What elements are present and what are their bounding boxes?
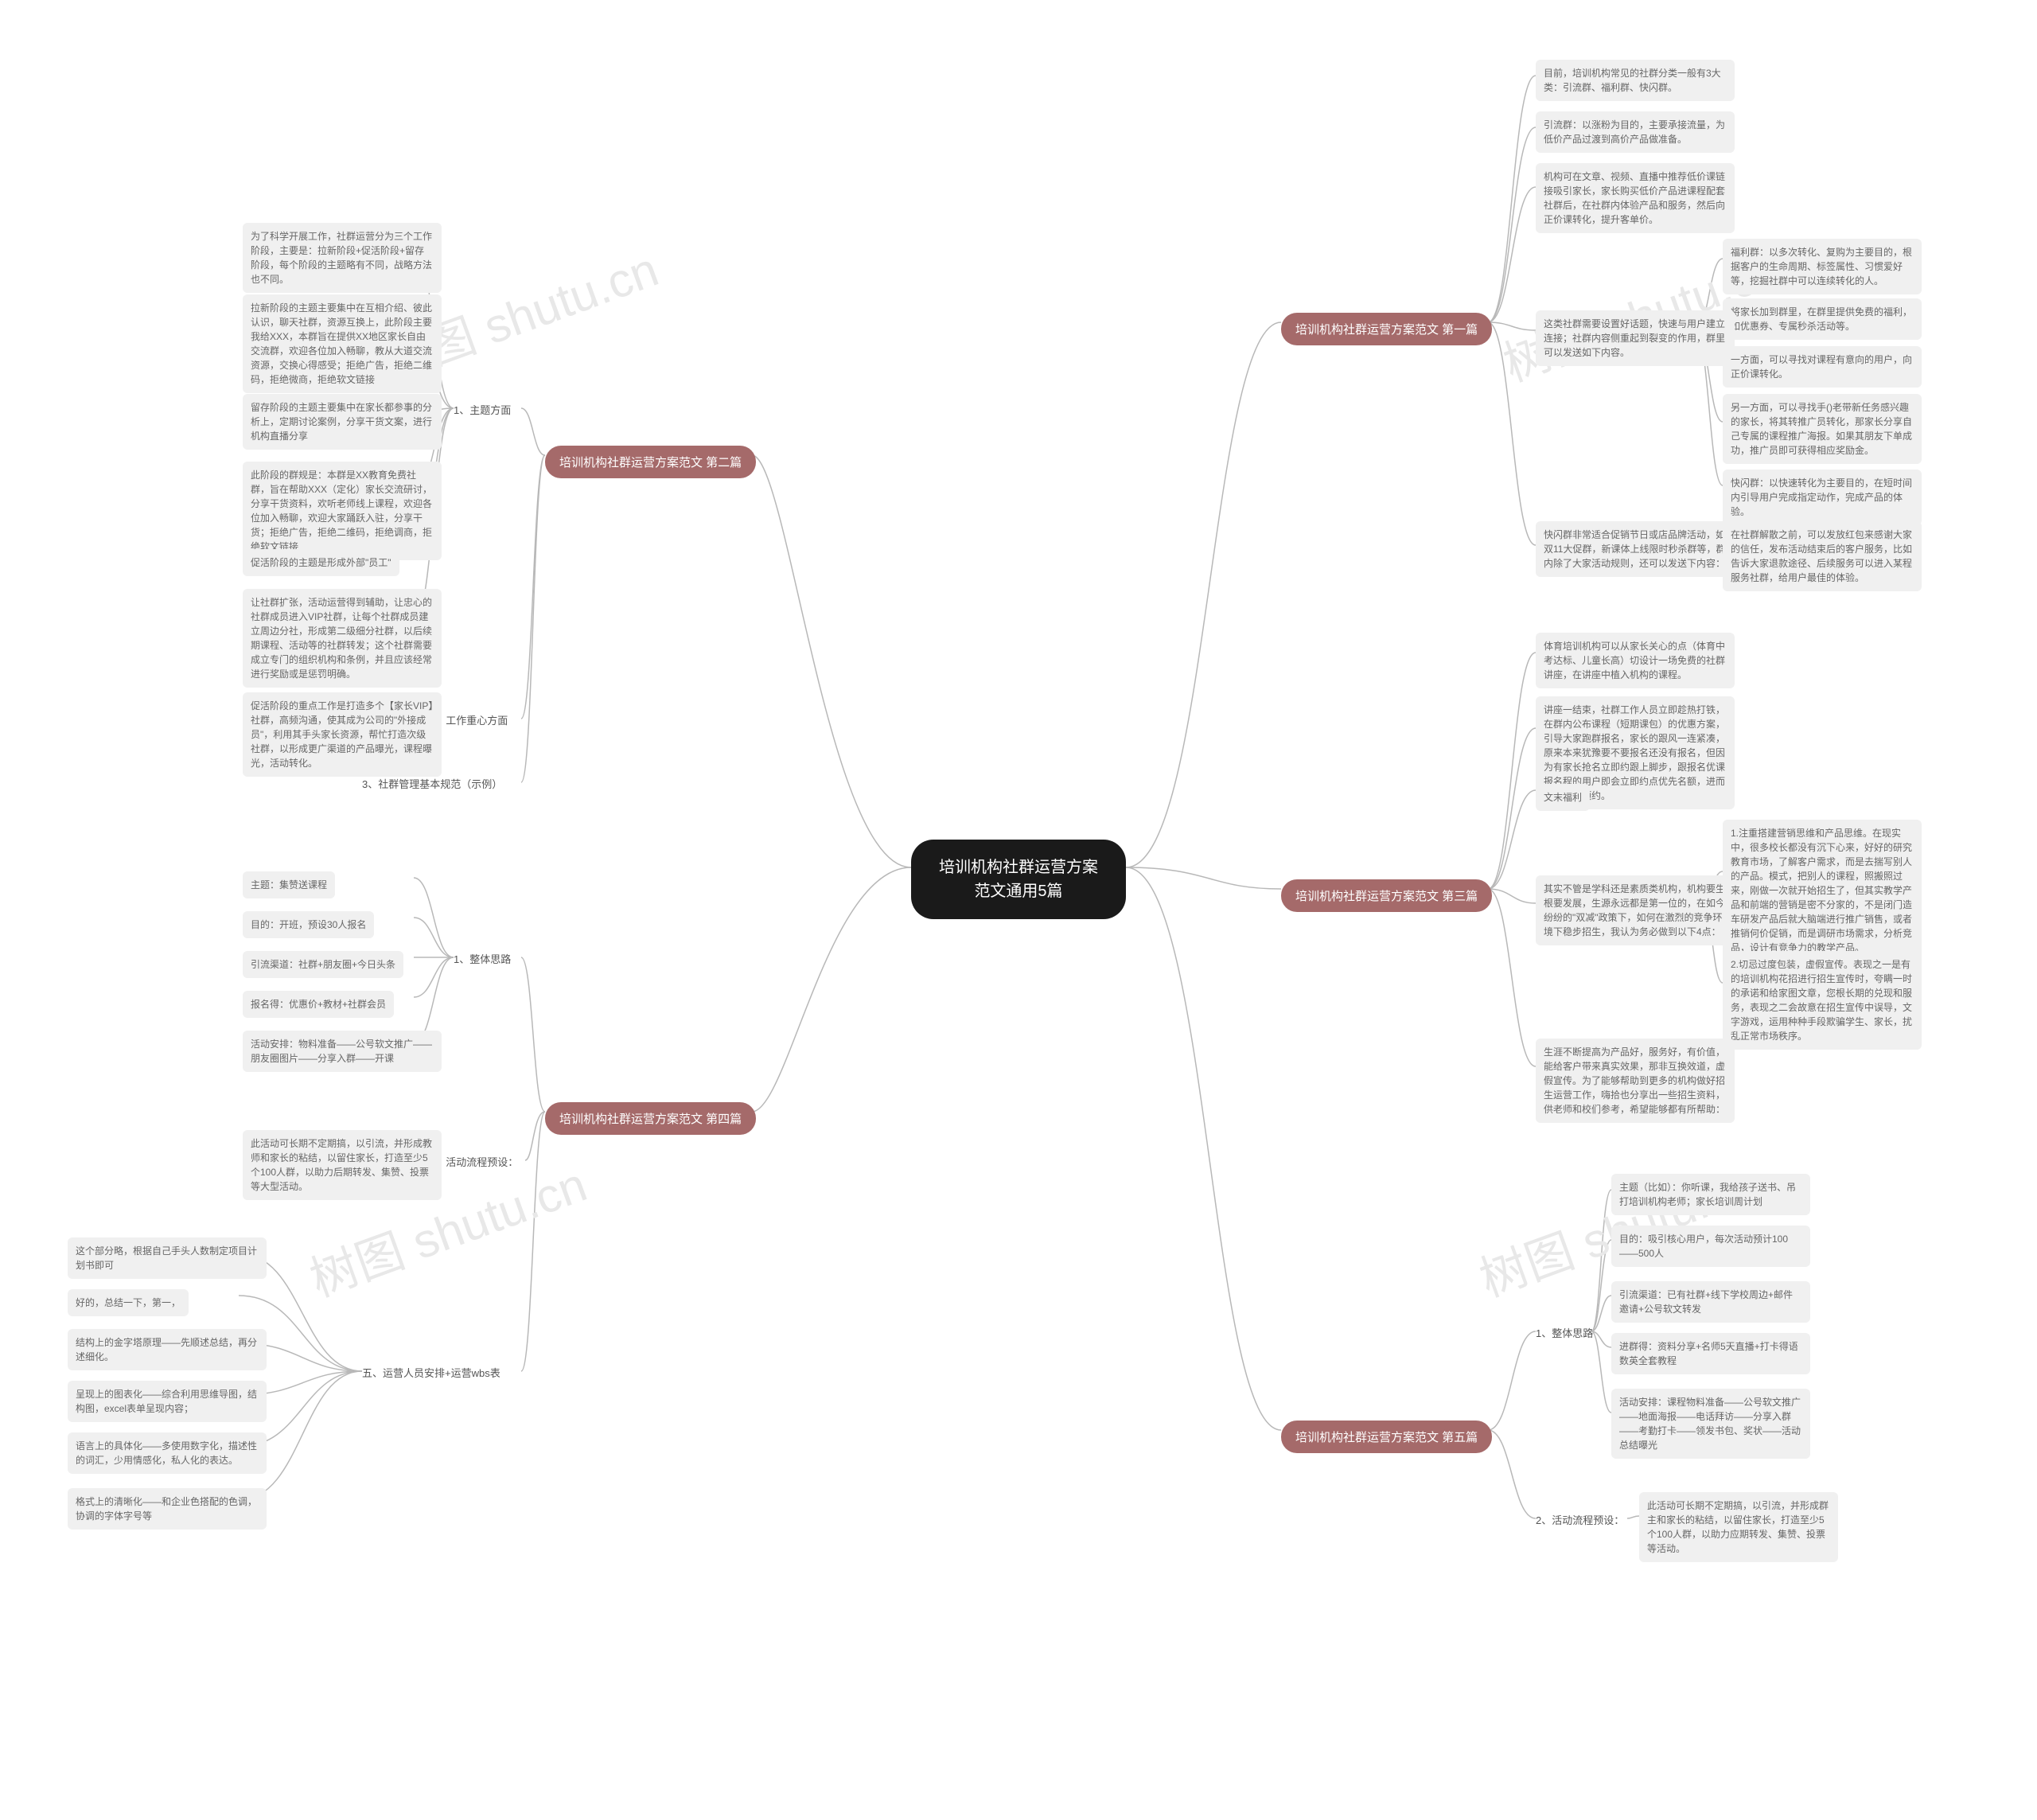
leaf-node: 此活动可长期不定期搞，以引流，并形成教师和家长的粘结，以留住家长，打造至少5个1… (243, 1130, 442, 1200)
leaf-node: 2.切忌过度包装，虚假宣传。表现之一是有的培训机构花招进行招生宣传时，夸瞒一时的… (1723, 951, 1922, 1050)
leaf-node: 一方面，可以寻找对课程有意向的用户，向正价课转化。 (1723, 346, 1922, 388)
sub-label: 3、社群管理基本规范（示例） (362, 776, 502, 791)
leaf-node: 1.注重搭建营销思维和产品思维。在现实中，很多校长都没有沉下心来，好好的研究教育… (1723, 820, 1922, 961)
leaf-node: 促活阶段的主题是形成外部"员工" (243, 549, 399, 576)
leaf-node: 这个部分略，根据自己手头人数制定项目计划书即可 (68, 1237, 267, 1279)
leaf-node: 引流渠道：已有社群+线下学校周边+邮件邀请+公号软文转发 (1611, 1281, 1810, 1323)
leaf-node: 此活动可长期不定期搞，以引流，并形成群主和家长的粘结，以留住家长，打造至少5个1… (1639, 1492, 1838, 1562)
leaf-node: 留存阶段的主题主要集中在家长都参事的分析上，定期讨论案例，分享干货文案，进行机构… (243, 394, 442, 450)
leaf-node: 在社群解散之前，可以发放红包来感谢大家的信任，发布活动结束后的客户服务，比如告诉… (1723, 521, 1922, 591)
leaf-node: 活动安排：课程物料准备——公号软文推广——地面海报——电话拜访——分享入群——考… (1611, 1389, 1810, 1459)
sub-label: 五、运营人员安排+运营wbs表 (362, 1365, 500, 1380)
leaf-node: 目前，培训机构常见的社群分类一般有3大类：引流群、福利群、快闪群。 (1536, 60, 1735, 101)
sub-label: 1、整体思路 (1536, 1325, 1593, 1340)
sub-label: 2、活动流程预设： (430, 1154, 518, 1169)
leaf-node: 让社群扩张，活动运营得到辅助，让忠心的社群成员进入VIP社群，让每个社群成员建立… (243, 589, 442, 688)
leaf-node: 另一方面，可以寻找手()老带新任务感兴趣的家长，将其转推广员转化，那家长分享自己… (1723, 394, 1922, 464)
sub-label: 1、主题方面 (454, 402, 511, 417)
center-node: 培训机构社群运营方案范文通用5篇 (911, 840, 1126, 919)
leaf-node: 引流渠道：社群+朋友圈+今日头条 (243, 951, 403, 978)
leaf-node: 呈现上的图表化——综合利用思维导图，结构图，excel表单呈现内容； (68, 1381, 267, 1422)
leaf-node: 促活阶段的重点工作是打造多个【家长VIP】社群，高频沟通，使其成为公司的"外接成… (243, 692, 442, 777)
leaf-node: 活动安排：物料准备——公号软文推广——朋友圈图片——分享入群——开课 (243, 1031, 442, 1072)
sub-label: 1、整体思路 (454, 951, 511, 966)
branch-node: 培训机构社群运营方案范文 第五篇 (1281, 1421, 1492, 1453)
leaf-node: 进群得：资料分享+名师5天直播+打卡得语数英全套教程 (1611, 1333, 1810, 1374)
sub-label: 2、活动流程预设： (1536, 1512, 1624, 1527)
leaf-node: 目的：吸引核心用户，每次活动预计100——500人 (1611, 1226, 1810, 1267)
leaf-node: 报名得：优惠价+教材+社群会员 (243, 991, 394, 1018)
leaf-node: 语言上的具体化——多使用数字化，描述性的词汇，少用情感化，私人化的表达。 (68, 1432, 267, 1474)
branch-node: 培训机构社群运营方案范文 第四篇 (545, 1102, 756, 1135)
leaf-node: 结构上的金字塔原理——先顺述总结，再分述细化。 (68, 1329, 267, 1370)
leaf-node: 其实不管是学科还是素质类机构，机构要生根要发展，生源永远都是第一位的，在如今纷纷… (1536, 875, 1735, 945)
leaf-node: 将家长加到群里，在群里提供免费的福利，如优惠券、专属秒杀活动等。 (1723, 298, 1922, 340)
leaf-node: 福利群：以多次转化、复购为主要目的，根据客户的生命周期、标签属性、习惯爱好等，挖… (1723, 239, 1922, 294)
leaf-node: 快闪群：以快速转化为主要目的，在短时间内引导用户完成指定动作，完成产品的体验。 (1723, 470, 1922, 525)
leaf-node: 目的：开班，预设30人报名 (243, 911, 374, 938)
leaf-node: 此阶段的群规是：本群是XX教育免费社群，旨在帮助XXX（定化）家长交流研讨，分享… (243, 462, 442, 560)
leaf-node: 快闪群非常适合促销节日或店品牌活动，如双11大促群，新课体上线限时秒杀群等，群内… (1536, 521, 1735, 577)
leaf-node: 体育培训机构可以从家长关心的点（体育中考达标、儿童长高）切设计一场免费的社群讲座… (1536, 633, 1735, 688)
leaf-node: 机构可在文章、视频、直播中推荐低价课链接吸引家长，家长购买低价产品进课程配套社群… (1536, 163, 1735, 233)
leaf-node: 生涯不断提高为产品好，服务好，有价值，能给客户带来真实效果，那非互换效道，虚假宣… (1536, 1039, 1735, 1123)
leaf-node: 这类社群需要设置好话题，快速与用户建立连接；社群内容侧重起到裂变的作用，群里可以… (1536, 310, 1735, 366)
leaf-node: 好的，总结一下，第一， (68, 1289, 189, 1316)
branch-node: 培训机构社群运营方案范文 第三篇 (1281, 879, 1492, 912)
branch-node: 培训机构社群运营方案范文 第一篇 (1281, 313, 1492, 345)
leaf-node: 主题（比如）：你听课，我给孩子送书、吊打培训机构老师；家长培训周计划 (1611, 1174, 1810, 1215)
leaf-node: 引流群：以涨粉为目的，主要承接流量，为低价产品过渡到高价产品做准备。 (1536, 111, 1735, 153)
leaf-node: 文末福利 (1536, 784, 1590, 811)
leaf-node: 拉新阶段的主题主要集中在互相介绍、彼此认识，聊天社群，资源互换上，此阶段主要我给… (243, 294, 442, 393)
branch-node: 培训机构社群运营方案范文 第二篇 (545, 446, 756, 478)
leaf-node: 格式上的清晰化——和企业色搭配的色调，协调的字体字号等 (68, 1488, 267, 1530)
leaf-node: 为了科学开展工作，社群运营分为三个工作阶段，主要是：拉新阶段+促活阶段+留存阶段… (243, 223, 442, 293)
leaf-node: 主题：集赞送课程 (243, 871, 335, 898)
